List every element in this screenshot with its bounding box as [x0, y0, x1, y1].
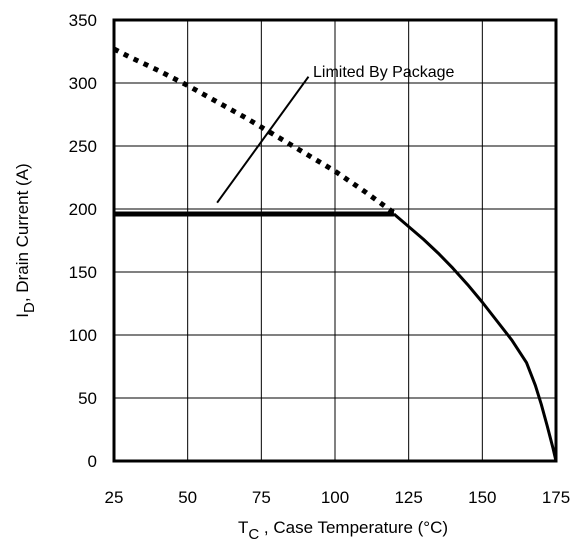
series-group: [112, 46, 558, 462]
y-tick-label-50: 50: [78, 389, 97, 408]
y-axis-label-sub: D: [21, 302, 38, 313]
series-line-solid: [392, 212, 558, 462]
annotation-limited-by-package: Limited By Package: [313, 64, 455, 81]
x-tick-label-150: 150: [468, 488, 496, 507]
annotation-group: Limited By Package: [216, 64, 455, 204]
y-tick-label-200: 200: [69, 200, 97, 219]
x-tick-label-50: 50: [178, 488, 197, 507]
plot-frame: [112, 18, 558, 463]
x-tick-label-100: 100: [321, 488, 349, 507]
x-tick-label-25: 25: [105, 488, 124, 507]
y-axis-label-main: I: [13, 313, 32, 318]
y-tick-label-100: 100: [69, 326, 97, 345]
y-tick-label-0: 0: [88, 452, 97, 471]
x-tick-labels: 25 50 75 100 125 150 175: [105, 488, 571, 507]
y-tick-label-300: 300: [69, 74, 97, 93]
y-axis-label: ID, Drain Current (A): [13, 163, 38, 317]
x-axis-label-rest: , Case Temperature (°C): [259, 518, 448, 537]
x-tick-label-175: 175: [542, 488, 570, 507]
grid-lines: [113, 19, 557, 462]
y-tick-label-150: 150: [69, 263, 97, 282]
x-axis-label-main: T: [238, 518, 248, 537]
y-axis-label-rest: , Drain Current (A): [13, 163, 32, 302]
y-tick-label-250: 250: [69, 137, 97, 156]
series-line-dashed: [112, 46, 396, 215]
y-tick-labels: 0 50 100 150 200 250 300 350: [69, 11, 97, 471]
x-axis-label: TC , Case Temperature (°C): [238, 518, 448, 543]
x-tick-label-125: 125: [394, 488, 422, 507]
x-tick-label-75: 75: [252, 488, 271, 507]
x-axis-label-sub: C: [248, 526, 259, 543]
y-tick-label-350: 350: [69, 11, 97, 30]
annotation-pointer-line: [216, 76, 310, 204]
